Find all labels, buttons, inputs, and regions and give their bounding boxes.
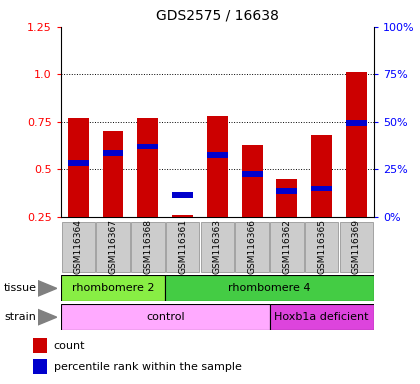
Text: control: control [146, 312, 184, 322]
Bar [311, 185, 332, 191]
Bar [172, 215, 193, 265]
Bar [241, 145, 262, 265]
Title: GDS2575 / 16638: GDS2575 / 16638 [156, 9, 279, 23]
Text: count: count [54, 341, 85, 351]
Text: GSM116365: GSM116365 [317, 219, 326, 274]
Bar [33, 338, 47, 353]
FancyBboxPatch shape [131, 222, 165, 271]
Bar [61, 275, 165, 301]
Bar [311, 135, 332, 265]
Bar [61, 304, 270, 330]
Bar [137, 118, 158, 265]
FancyBboxPatch shape [166, 222, 199, 271]
FancyBboxPatch shape [305, 222, 339, 271]
Polygon shape [38, 281, 57, 296]
Text: GSM116364: GSM116364 [74, 219, 83, 274]
Bar [68, 118, 89, 265]
Text: strain: strain [4, 312, 36, 322]
Text: Hoxb1a deficient: Hoxb1a deficient [274, 312, 369, 322]
Text: GSM116363: GSM116363 [213, 219, 222, 274]
Text: GSM116362: GSM116362 [282, 219, 291, 274]
Bar [33, 359, 47, 374]
Bar [276, 189, 297, 194]
Bar [68, 160, 89, 166]
FancyBboxPatch shape [62, 222, 95, 271]
Text: GSM116361: GSM116361 [178, 219, 187, 274]
Polygon shape [38, 310, 57, 325]
Bar [207, 116, 228, 265]
Bar [241, 171, 262, 177]
Bar [102, 151, 123, 156]
Bar [102, 131, 123, 265]
Bar [172, 192, 193, 198]
Bar [270, 304, 374, 330]
Text: GSM116366: GSM116366 [248, 219, 257, 274]
Text: GSM116367: GSM116367 [108, 219, 118, 274]
Text: GSM116369: GSM116369 [352, 219, 361, 274]
Text: rhombomere 2: rhombomere 2 [72, 283, 154, 293]
Bar [346, 73, 367, 265]
FancyBboxPatch shape [201, 222, 234, 271]
Text: percentile rank within the sample: percentile rank within the sample [54, 362, 241, 372]
Text: tissue: tissue [4, 283, 37, 293]
FancyBboxPatch shape [96, 222, 130, 271]
Text: rhombomere 4: rhombomere 4 [228, 283, 311, 293]
Bar [346, 120, 367, 126]
FancyBboxPatch shape [236, 222, 269, 271]
FancyBboxPatch shape [340, 222, 373, 271]
Bar [207, 152, 228, 158]
Bar [165, 275, 374, 301]
FancyBboxPatch shape [270, 222, 304, 271]
Text: GSM116368: GSM116368 [143, 219, 152, 274]
Bar [137, 144, 158, 149]
Bar [276, 179, 297, 265]
